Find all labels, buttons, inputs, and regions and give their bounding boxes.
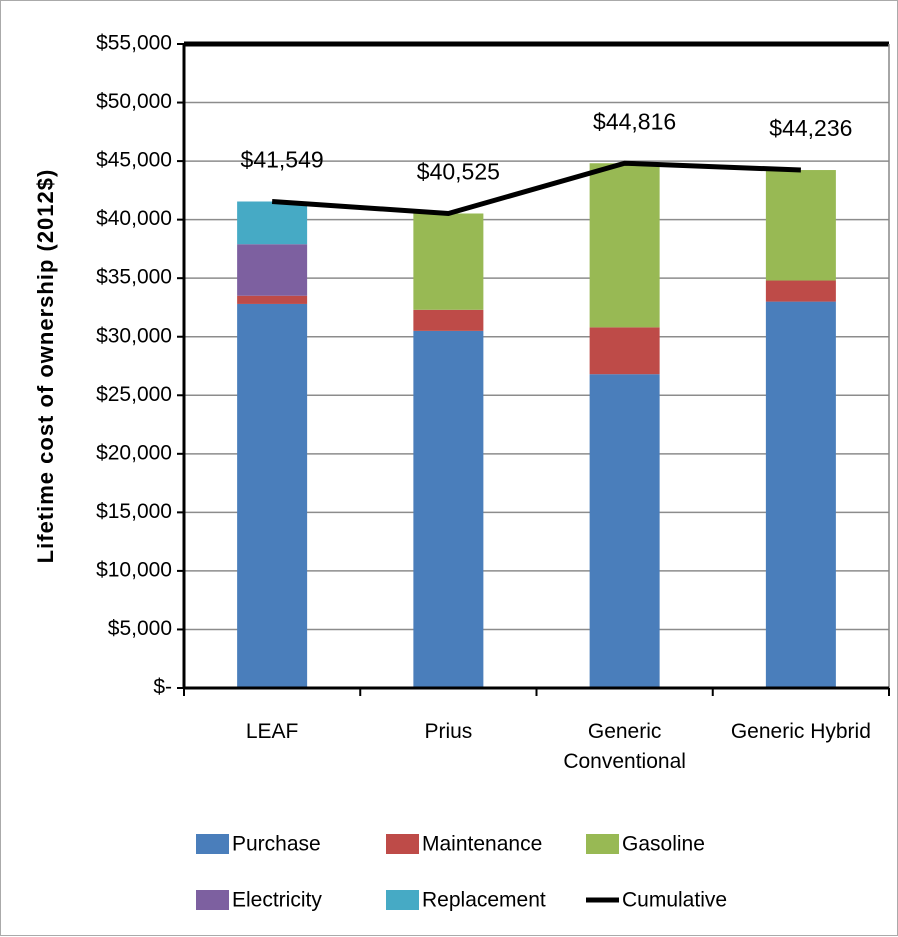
legend-label: Gasoline: [622, 833, 705, 856]
bar-segment: [237, 244, 308, 296]
y-axis-title: Lifetime cost of ownership (2012$): [33, 169, 58, 564]
y-tick-label: $5,000: [108, 617, 172, 640]
cumulative-line: [271, 160, 801, 217]
data-label: $44,816: [593, 108, 676, 134]
legend-label: Cumulative: [622, 889, 727, 912]
y-tick-label: $35,000: [96, 266, 172, 289]
x-tick-label: Generic Conventional: [563, 720, 686, 773]
bar-segment: [413, 309, 484, 331]
data-label: $41,549: [241, 147, 324, 173]
y-tick-label: $55,000: [96, 32, 172, 55]
x-tick-label: Generic Hybrid: [730, 720, 871, 743]
bar-segment: [765, 280, 836, 302]
y-tick-label: $25,000: [96, 383, 172, 406]
y-tick-label: $10,000: [96, 558, 172, 581]
bar-segment: [237, 295, 308, 304]
bar-segment: [589, 374, 660, 688]
bar-segment: [589, 163, 660, 328]
bar-segment: [237, 201, 308, 245]
y-tick-label: $40,000: [96, 207, 172, 230]
legend-swatch: [386, 834, 419, 854]
legend-label: Purchase: [232, 833, 321, 856]
bar-segment: [765, 170, 836, 281]
legend-swatch: [586, 834, 619, 854]
bar-segment: [413, 213, 484, 310]
legend-label: Replacement: [422, 889, 546, 912]
legend-label: Maintenance: [422, 833, 542, 856]
y-tick-label: $15,000: [96, 500, 172, 523]
y-tick-label: $50,000: [96, 90, 172, 113]
bar-segment: [589, 327, 660, 375]
y-tick-label: $20,000: [96, 441, 172, 464]
y-tick-label: $30,000: [96, 324, 172, 347]
bar-segment: [765, 301, 836, 688]
data-label: $44,236: [769, 115, 852, 141]
legend-swatch: [196, 834, 229, 854]
x-tick-label: LEAF: [245, 720, 299, 743]
legend-swatch: [196, 890, 229, 910]
bar-segment: [237, 303, 308, 688]
legend-swatch: [386, 890, 419, 910]
legend-label: Electricity: [232, 889, 322, 912]
y-tick-label: $45,000: [96, 149, 172, 172]
bar-segment: [413, 330, 484, 688]
y-tick-label: $-: [153, 676, 172, 699]
data-label: $40,525: [417, 159, 500, 185]
x-tick-label: Prius: [424, 720, 473, 743]
